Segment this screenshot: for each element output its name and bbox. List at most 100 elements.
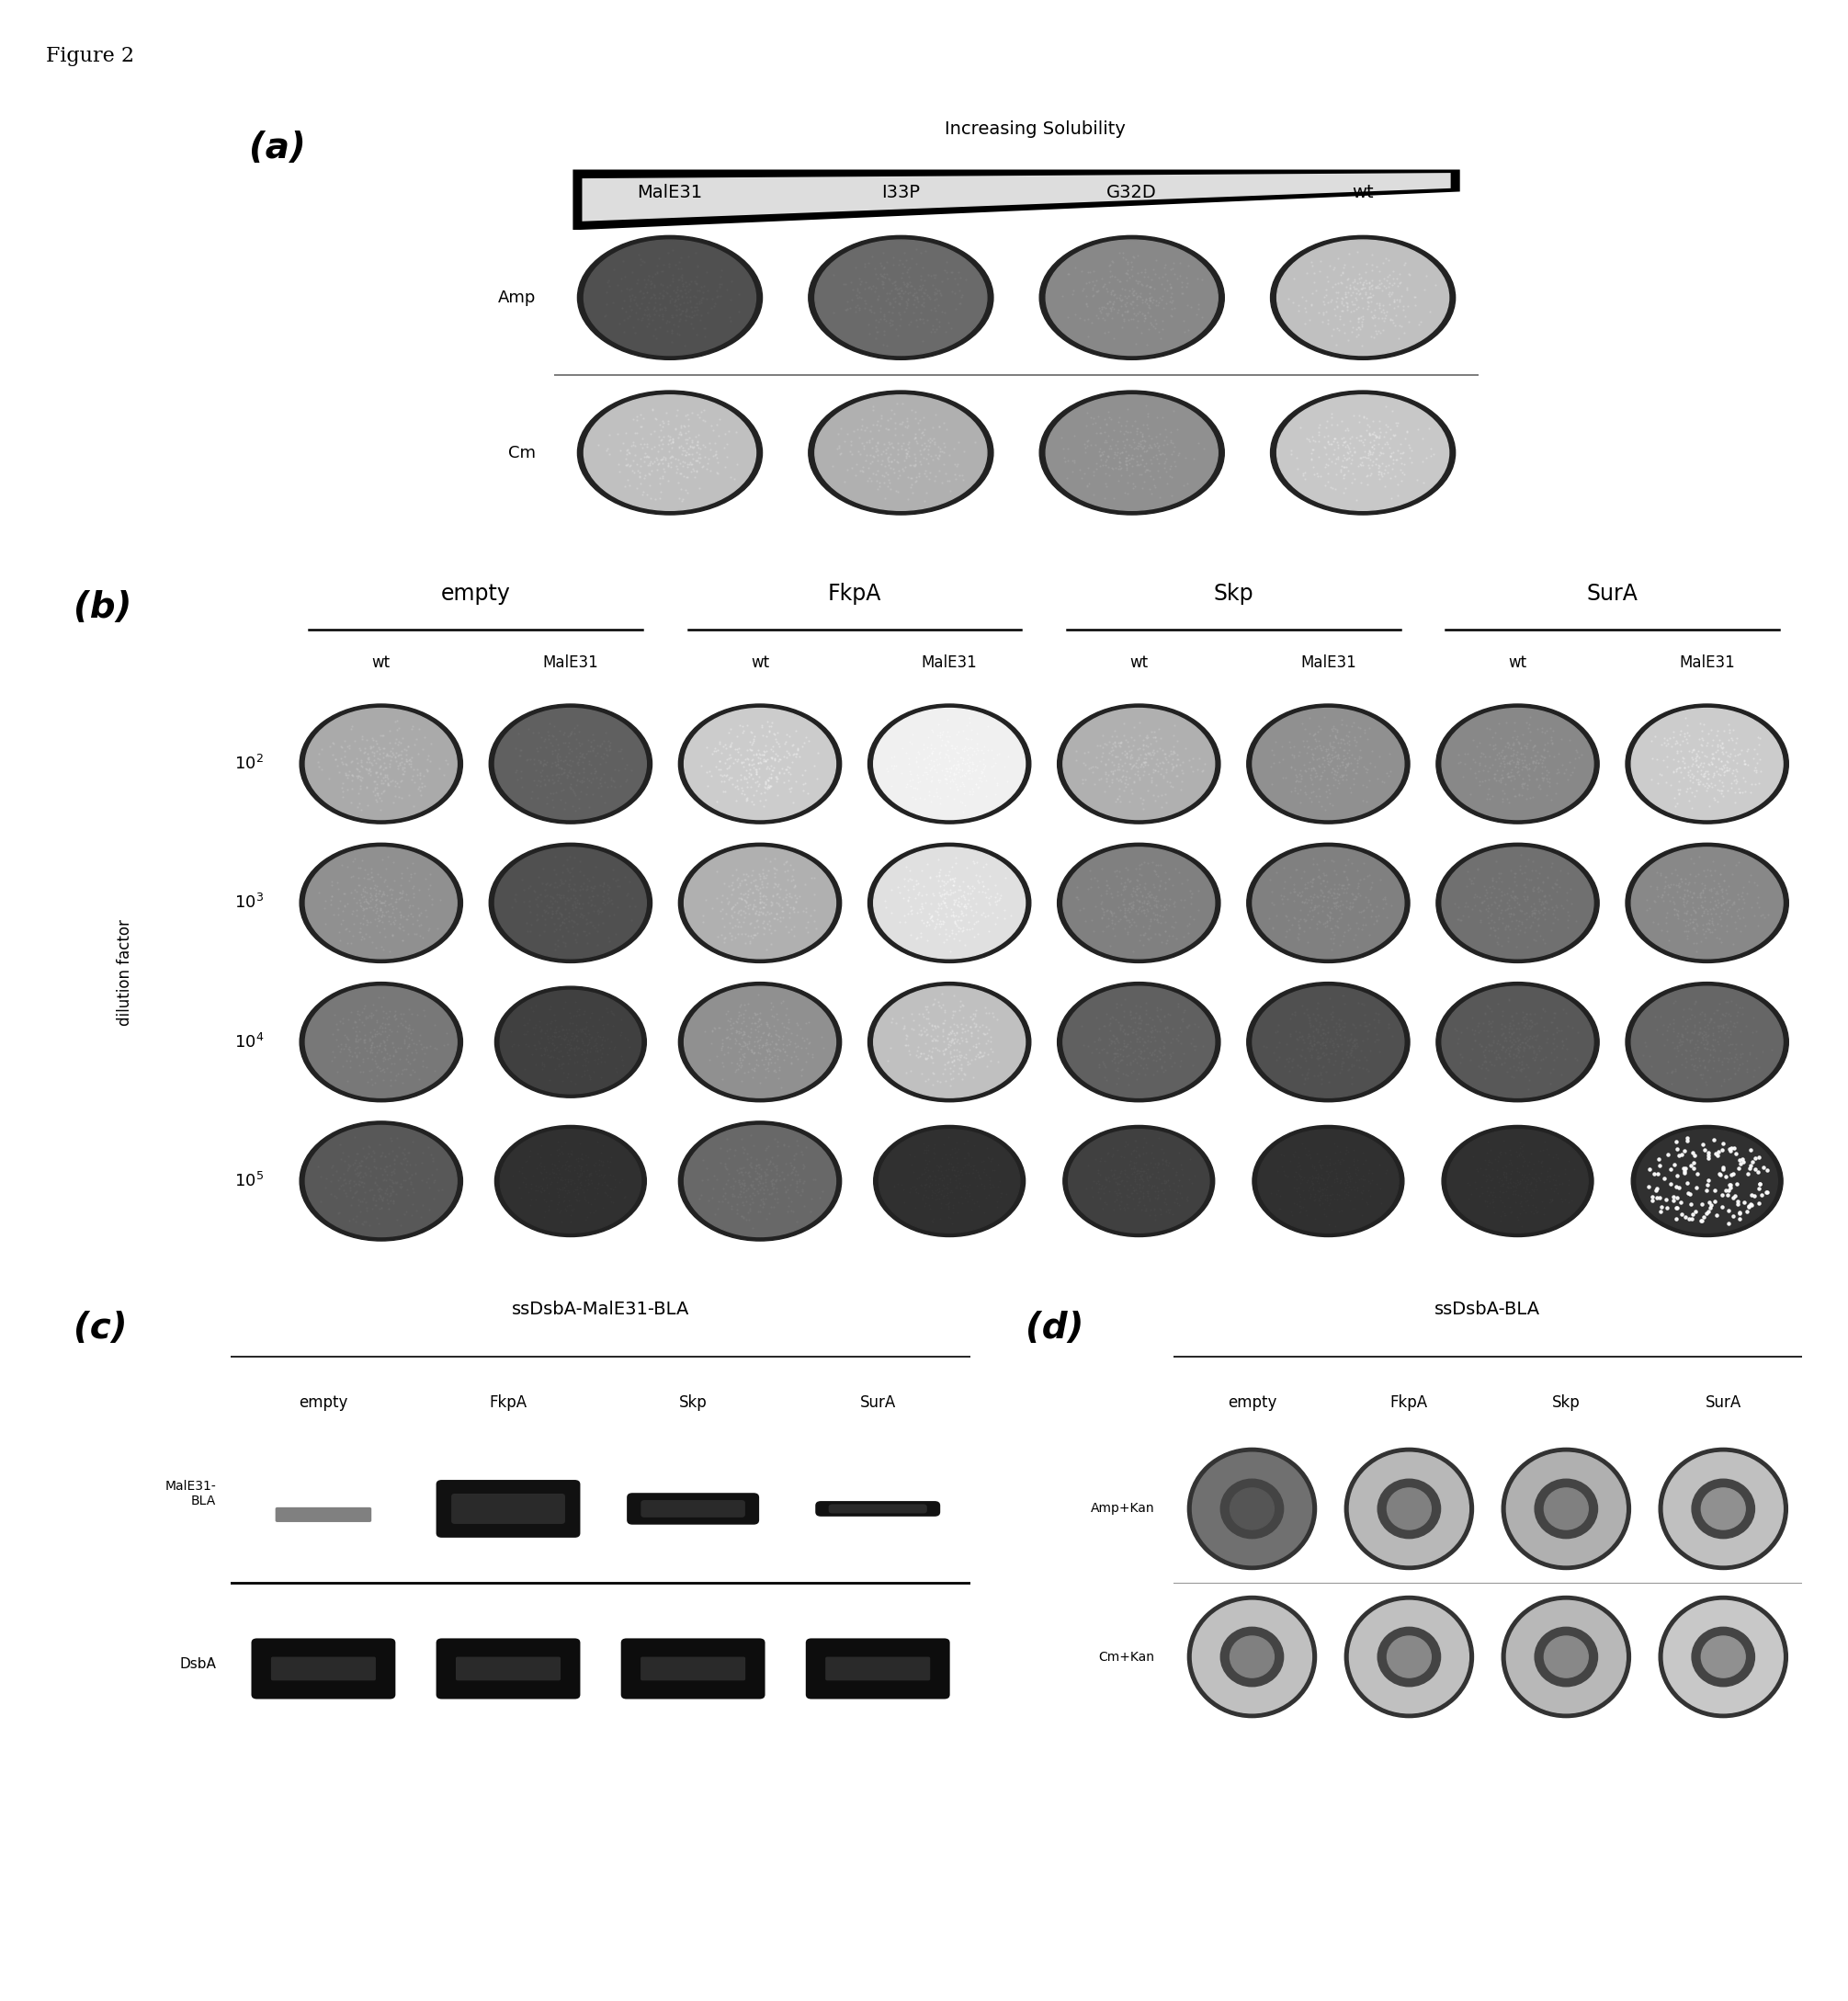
Point xyxy=(1146,1043,1175,1075)
Point xyxy=(1660,1181,1689,1213)
Point xyxy=(1085,1183,1114,1215)
Point xyxy=(595,1181,625,1213)
Point xyxy=(1360,294,1390,326)
Point xyxy=(1698,1017,1728,1049)
Point xyxy=(1687,1023,1717,1055)
Point xyxy=(1419,438,1449,470)
Point xyxy=(362,756,392,788)
Point xyxy=(726,1051,756,1083)
Point xyxy=(782,738,811,770)
Point xyxy=(355,754,384,786)
Point xyxy=(1458,742,1488,774)
Point xyxy=(1488,1157,1517,1189)
Point xyxy=(920,398,950,430)
Point xyxy=(1684,892,1713,924)
Point xyxy=(1303,890,1332,922)
Point xyxy=(754,770,784,802)
Point xyxy=(756,1155,785,1187)
Point xyxy=(918,1177,948,1209)
Point xyxy=(1323,738,1353,770)
Point xyxy=(346,794,375,826)
Point xyxy=(543,1177,573,1209)
Point xyxy=(736,1149,765,1181)
Point xyxy=(833,292,863,324)
Point xyxy=(1159,738,1188,770)
Point xyxy=(745,876,774,908)
Point xyxy=(553,1165,582,1197)
Point xyxy=(1523,746,1552,778)
Point xyxy=(761,1149,791,1181)
Point xyxy=(650,292,680,324)
Point xyxy=(702,784,732,816)
Point xyxy=(687,450,717,482)
Point xyxy=(902,758,931,790)
Point xyxy=(1349,292,1379,324)
Point xyxy=(730,1181,760,1213)
Point xyxy=(728,1165,758,1197)
Point xyxy=(931,762,961,794)
Text: (d): (d) xyxy=(1026,1311,1085,1345)
Point xyxy=(1096,404,1125,436)
Point xyxy=(1469,1185,1499,1217)
Point xyxy=(1523,874,1552,906)
Point xyxy=(353,742,383,774)
Point xyxy=(573,1029,602,1061)
Point xyxy=(1085,730,1114,762)
Point xyxy=(1706,752,1735,784)
Point xyxy=(1116,740,1146,772)
Point xyxy=(1077,904,1107,936)
Point xyxy=(368,842,397,874)
Point xyxy=(979,778,1009,810)
Point xyxy=(355,1161,384,1193)
Point xyxy=(541,1017,571,1049)
Point xyxy=(1079,428,1109,460)
Point xyxy=(1116,996,1146,1029)
Point xyxy=(1327,288,1356,320)
Point xyxy=(1412,442,1441,474)
Point xyxy=(554,1007,584,1039)
Point xyxy=(1087,740,1116,772)
Point xyxy=(368,1181,397,1213)
Point xyxy=(395,1015,425,1047)
Point xyxy=(942,448,972,480)
Point xyxy=(1100,754,1129,786)
Point xyxy=(573,724,602,756)
Point xyxy=(758,1171,787,1203)
Point xyxy=(1105,1009,1135,1041)
Point xyxy=(1353,460,1382,492)
Point xyxy=(569,1037,599,1069)
Point xyxy=(946,880,976,912)
Point xyxy=(556,756,586,788)
Point xyxy=(763,1023,793,1055)
Point xyxy=(1125,886,1155,918)
Point xyxy=(750,1061,780,1093)
Point xyxy=(645,312,675,344)
Point xyxy=(1375,760,1404,792)
Point xyxy=(1120,1035,1149,1067)
Point xyxy=(1135,282,1164,314)
Point xyxy=(1279,742,1308,774)
Point xyxy=(1149,1027,1179,1059)
Point xyxy=(1508,880,1538,912)
Point xyxy=(1114,1011,1144,1043)
Point xyxy=(1124,412,1153,444)
Point xyxy=(534,764,564,796)
Point xyxy=(1120,1135,1149,1167)
Point xyxy=(1135,270,1164,302)
Point xyxy=(560,1155,590,1187)
Point xyxy=(1462,880,1491,912)
Point xyxy=(1672,774,1702,806)
Point xyxy=(331,1179,360,1211)
Point xyxy=(1107,988,1137,1021)
Point xyxy=(937,312,967,344)
Point xyxy=(1318,934,1347,966)
Point xyxy=(1157,754,1186,786)
Point xyxy=(1343,304,1373,336)
Point xyxy=(1530,902,1560,934)
Point xyxy=(1170,316,1199,348)
Point xyxy=(863,454,893,486)
Point xyxy=(573,1167,602,1199)
Point xyxy=(1700,884,1730,916)
Point xyxy=(567,766,597,798)
Point xyxy=(1680,876,1709,908)
